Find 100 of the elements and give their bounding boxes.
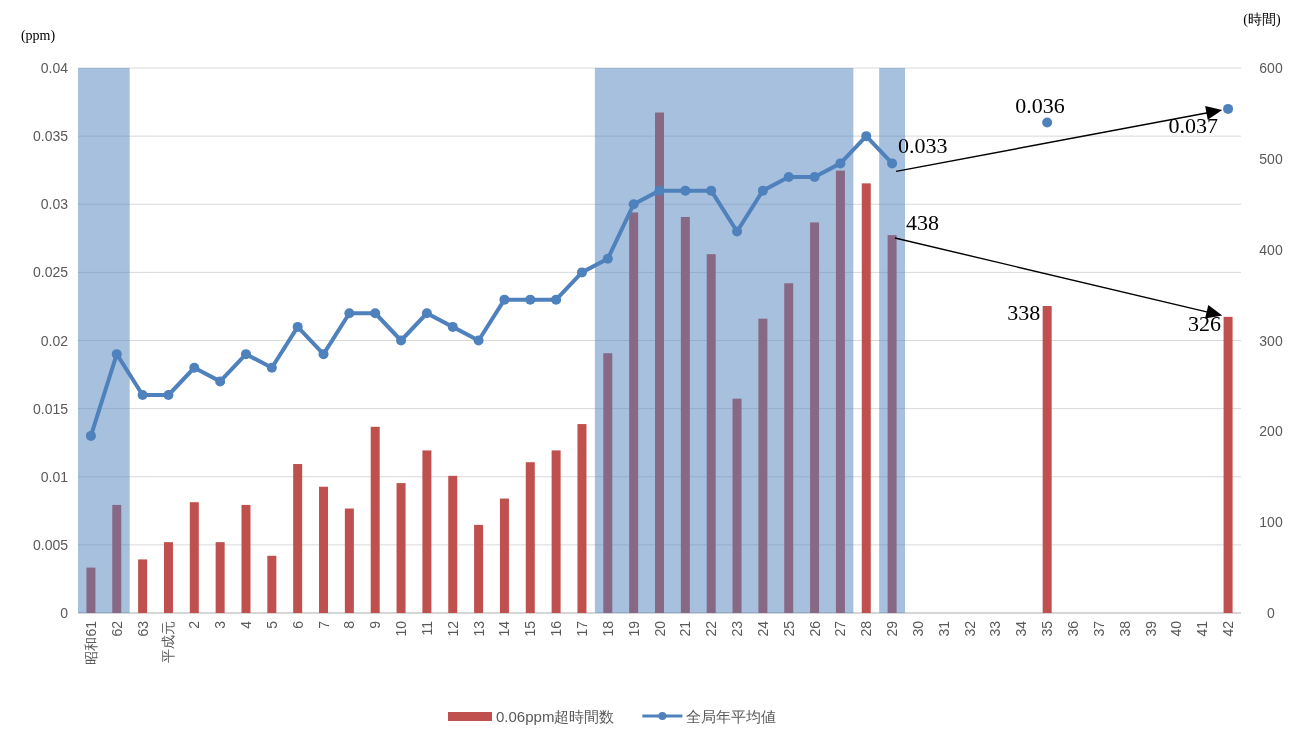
x-tick-label: 15 [522, 620, 539, 637]
x-tick-label: 21 [677, 620, 694, 637]
x-tick-label: 3 [212, 620, 229, 629]
point [447, 321, 458, 332]
bar [629, 212, 639, 613]
x-tick-label: 23 [729, 620, 746, 637]
y-tick-label: 0.015 [32, 400, 69, 417]
x-tick-label: 39 [1142, 620, 1159, 637]
bar [138, 559, 148, 613]
x-tick-label: 6 [289, 620, 306, 629]
y-tick-label: 0.01 [40, 468, 69, 485]
x-tick-label: 20 [651, 620, 668, 637]
y-tick-label: 0.005 [32, 536, 69, 553]
point [85, 430, 96, 441]
point [602, 253, 613, 264]
y-tick-label: 0.03 [40, 196, 69, 213]
point [861, 131, 872, 142]
point [292, 321, 303, 332]
x-tick-label: 昭和61 [82, 620, 99, 665]
bar [293, 464, 303, 613]
point [835, 158, 846, 169]
x-tick-label: 30 [909, 620, 926, 637]
bar [577, 424, 587, 613]
x-tick-label: 34 [1013, 620, 1030, 637]
x-tick-label: 38 [1116, 620, 1133, 637]
point [344, 308, 355, 319]
x-tick-label: 13 [470, 620, 487, 637]
legend-label: 0.06ppm超時間数 [496, 708, 615, 725]
y2-tick-label: 400 [1259, 241, 1283, 258]
x-tick-label: 25 [780, 620, 797, 637]
bar [887, 235, 897, 613]
x-tick-label: 平成元 [160, 621, 177, 663]
bar [1223, 316, 1233, 613]
point [1223, 103, 1234, 114]
bar [319, 486, 329, 613]
x-tick-label: 5 [263, 620, 280, 629]
y2-tick-label: 600 [1259, 60, 1283, 76]
bar [784, 283, 794, 613]
point [396, 335, 407, 346]
point [266, 362, 277, 373]
bar [267, 555, 277, 613]
x-tick-label: 63 [134, 620, 151, 637]
point [783, 172, 794, 182]
x-tick-label: 12 [444, 620, 461, 637]
x-tick-label: 42 [1220, 620, 1237, 637]
bar [215, 542, 225, 613]
point [499, 294, 510, 305]
point [680, 185, 691, 196]
bar [810, 222, 820, 613]
bar [680, 216, 690, 613]
y2-tick-label: 500 [1259, 150, 1283, 167]
point [654, 185, 665, 196]
point [576, 267, 587, 278]
bar [499, 498, 509, 613]
bar [655, 112, 664, 613]
bar [396, 483, 406, 613]
x-tick-label: 26 [806, 620, 823, 637]
x-tick-label: 27 [832, 620, 849, 637]
point [370, 308, 381, 319]
x-tick-label: 18 [599, 620, 616, 637]
y-tick-label: 0.025 [32, 264, 69, 281]
y-tick-label: 0.04 [40, 60, 69, 76]
bar [732, 398, 742, 613]
y-tick-label: 0 [60, 605, 69, 621]
x-tick-label: 28 [858, 620, 875, 637]
bar [422, 450, 432, 613]
annotation: 438 [906, 210, 939, 235]
y-axis-title: (ppm) [20, 28, 56, 44]
x-tick-label: 22 [703, 620, 720, 637]
x-tick-label: 11 [418, 620, 435, 636]
bar [525, 462, 535, 613]
data-label: 0.033 [898, 133, 948, 159]
bar [112, 504, 122, 613]
y2-tick-label: 200 [1259, 423, 1283, 440]
point [706, 185, 717, 196]
x-tick-label: 10 [393, 620, 410, 637]
point [473, 335, 484, 346]
x-tick-label: 62 [108, 620, 125, 637]
bar [835, 170, 845, 613]
point [732, 226, 743, 237]
data-label: 338 [1007, 299, 1041, 325]
y2-axis-title: (時間) [1243, 12, 1281, 28]
bar [370, 426, 380, 613]
data-label: 0.037 [1168, 112, 1219, 138]
bar [603, 353, 613, 613]
point [189, 362, 200, 373]
x-tick-label: 31 [935, 620, 952, 637]
bar [189, 502, 199, 613]
x-tick-label: 17 [573, 620, 590, 637]
legend-label: 全局年平均値 [686, 708, 777, 725]
bar [474, 524, 484, 613]
point [421, 308, 432, 319]
x-tick-label: 4 [237, 620, 254, 629]
bar [1042, 305, 1052, 613]
point [809, 172, 820, 182]
x-tick-label: 36 [1065, 620, 1082, 637]
bar [448, 475, 458, 613]
x-tick-label: 8 [341, 620, 358, 629]
bar [344, 508, 354, 613]
point [757, 185, 768, 196]
